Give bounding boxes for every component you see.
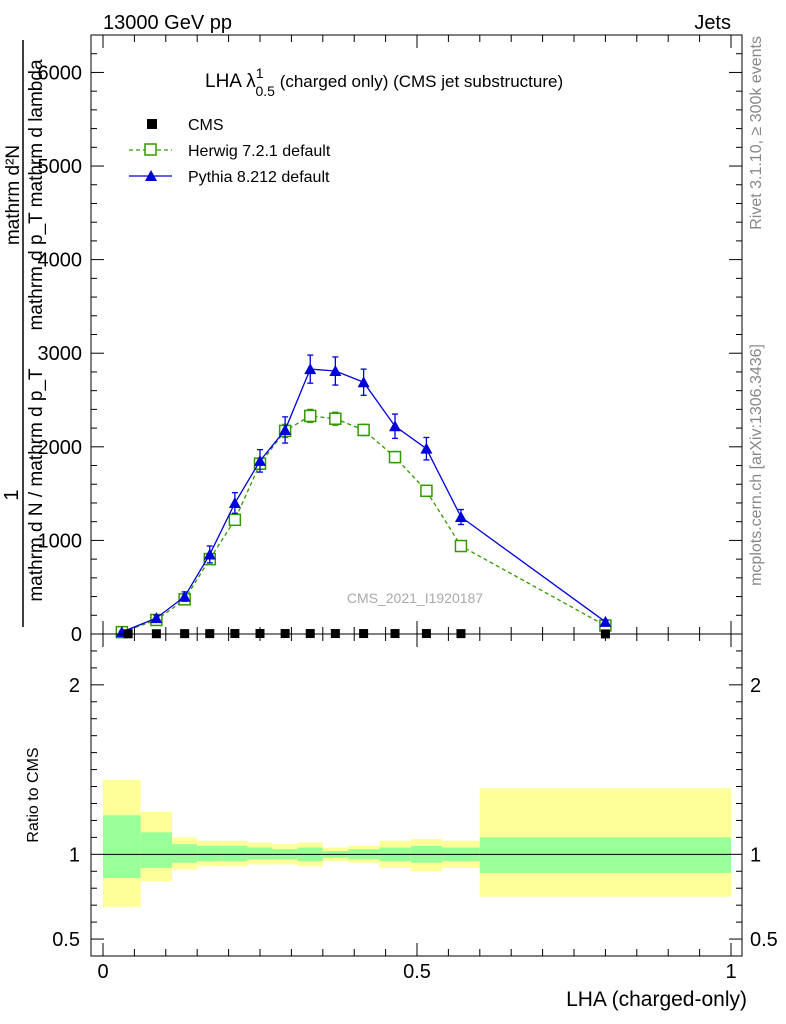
pythia-point: [389, 420, 402, 432]
legend-cms-label: CMS: [188, 117, 224, 134]
ratio-y-tick-label-right: 1: [750, 844, 761, 866]
pythia-point: [279, 423, 292, 435]
ratio-inner-band: [172, 844, 198, 863]
pythia-point: [228, 496, 241, 508]
title-superscript: 1: [256, 65, 264, 81]
ratio-y-tick-label: 0.5: [52, 929, 80, 951]
y-label-numerator: 1: [1, 489, 23, 500]
pythia-point: [420, 442, 433, 454]
y-tick-label: 3000: [38, 343, 83, 365]
legend-pythia-marker: [145, 170, 157, 181]
ratio-inner-band: [197, 845, 223, 862]
ratio-inner-band: [222, 845, 248, 862]
pythia-point: [203, 548, 216, 560]
x-tick-labels: 0 0.5 1: [97, 961, 736, 983]
pythia-point: [178, 590, 191, 602]
pythia-point: [254, 454, 266, 466]
legend-herwig-marker: [144, 143, 157, 156]
y-axis-label: 1 mathrm d N / mathrm d p_T mathrm d²N m…: [1, 40, 47, 627]
herwig-point: [357, 423, 370, 437]
herwig-point: [228, 513, 242, 527]
y-tick-label: 0: [71, 624, 82, 646]
herwig-point: [388, 450, 402, 464]
pythia-point: [357, 376, 370, 388]
x-tick-label: 1: [725, 961, 736, 983]
herwig-point: [454, 539, 468, 553]
y-label-inner-denominator: mathrm d p_T mathrm d lambda: [26, 59, 47, 330]
ratio-y-tick-label-right: 2: [750, 675, 761, 697]
x-tick-label: 0.5: [403, 961, 431, 983]
title-prefix: LHA λ: [205, 71, 256, 92]
legend: CMS Herwig 7.2.1 default Pythia 8.212 de…: [129, 117, 331, 186]
mcplots-label: mcplots.cern.ch [arXiv:1306.3436]: [748, 344, 765, 586]
y-tick-label: 1000: [38, 530, 83, 552]
ratio-y-tick-label: 1: [69, 844, 80, 866]
title-subscript: 0.5: [256, 83, 276, 99]
legend-herwig-label: Herwig 7.2.1 default: [188, 143, 331, 160]
pythia-point: [599, 615, 612, 627]
plot-title: LHA λ1 0.5 (charged only) (CMS jet substr…: [205, 65, 563, 99]
ratio-inner-band: [479, 837, 731, 873]
analysis-watermark: CMS_2021_I1920187: [347, 590, 483, 606]
herwig-point: [420, 484, 433, 498]
ratio-y-label: Ratio to CMS: [25, 747, 42, 842]
y-tick-label: 4000: [38, 250, 83, 272]
ratio-inner-band: [103, 815, 141, 879]
pythia-point: [454, 511, 467, 523]
main-axis-ticks: [91, 34, 742, 635]
pythia-series: [115, 354, 612, 638]
herwig-line: [121, 415, 606, 633]
ratio-inner-band: [247, 847, 273, 860]
ratio-axis-ticks: [91, 634, 742, 956]
ratio-bands: [103, 779, 731, 907]
main-y-tick-labels: 0 1000 2000 3000 4000 5000 6000: [38, 62, 83, 646]
y-tick-label: 5000: [38, 156, 83, 178]
pythia-line: [121, 368, 606, 633]
pythia-point: [150, 612, 163, 624]
rivet-version-label: Rivet 3.1.10, ≥ 300k events: [748, 36, 765, 230]
header-process: Jets: [694, 12, 731, 34]
legend-pythia-label: Pythia 8.212 default: [188, 169, 330, 186]
header-energy: 13000 GeV pp: [103, 12, 232, 34]
title-suffix: (charged only) (CMS jet substructure): [275, 72, 563, 91]
x-tick-label: 0: [97, 961, 108, 983]
ratio-y-tick-label: 2: [69, 675, 80, 697]
herwig-point: [303, 409, 317, 423]
herwig-point: [329, 412, 342, 425]
ratio-y-tick-labels: 0.5 0.5 1 1 2 2: [52, 675, 778, 951]
y-label-denominator: mathrm d N / mathrm d p_T: [26, 368, 47, 602]
x-axis-label: LHA (charged-only): [566, 988, 747, 1011]
pythia-point: [329, 365, 342, 377]
legend-cms-marker: [147, 119, 157, 129]
ratio-y-tick-label-right: 0.5: [750, 929, 778, 951]
ratio-inner-band: [140, 832, 173, 868]
pythia-point: [304, 363, 317, 375]
y-tick-label: 6000: [38, 62, 83, 84]
y-tick-label: 2000: [38, 437, 83, 459]
y-label-inner-numerator: mathrm d²N: [3, 145, 24, 245]
